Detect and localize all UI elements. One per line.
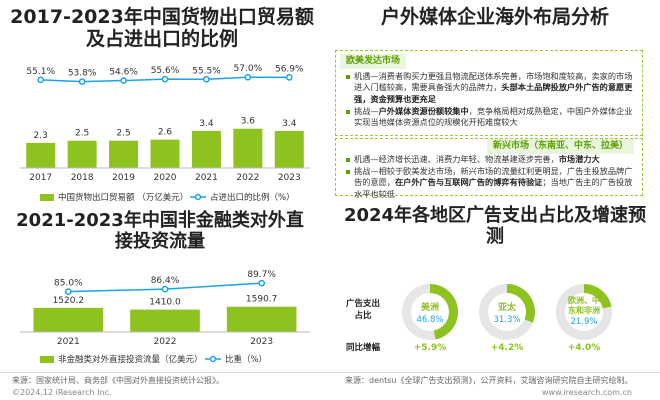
donut-hole [566,294,602,330]
europe-item: 挑战—户外媒体资源份额较集中，竞争格局相对成熟稳定，中国户外媒体企业实现当地媒体… [346,106,634,129]
donut-hole [489,294,525,330]
pie-row-label-growth: 同比增幅 [346,342,381,353]
export-line-point [78,78,86,86]
export-line-point [120,77,127,84]
export-line-point [37,76,45,84]
ofdi-line-point [64,288,72,295]
ofdi-x-tick: 2022 [154,337,177,347]
ofdi-line-point [258,279,266,287]
export-legend-swatch-bar [40,194,54,201]
donut-region-label: 亚太 [498,301,517,313]
chart3-title: 2024年各地区广告支出占比及增速预测 [343,205,647,248]
donut-share-label: 21.9% [570,317,597,327]
export-legend-bar: 中国货物出口贸易额 （万亿美元） [58,192,188,203]
export-bar-label: 2.5 [116,129,130,139]
donut-growth-label: +4.2% [491,343,524,353]
ofdi-line-point [161,285,169,293]
europe-item: 机遇—消费者购买力更强且物流配送体系完善，市场饱和度较高，卖家的市场进入门槛较高… [346,71,634,106]
ofdi-bar [226,306,297,332]
europe-market-list: 机遇—消费者购买力更强且物流配送体系完善，市场饱和度较高，卖家的市场进入门槛较高… [336,69,642,129]
website: www.iresearch.com.cn [542,388,632,397]
export-line-label: 56.9% [275,64,304,74]
emerging-market-box: 新兴市场（东南亚、中东、拉美） 机遇—经济增长迅速、消费力年轻、物流基建逐步完善… [335,138,643,199]
ofdi-line-label: 86.4% [151,276,180,286]
chart1-title: 2017-2023年中国货物出口贸易额及占进出口的比例 [10,6,314,51]
source-note-right: 来源：dentsu《全球广告支出预测》，公开资料，艾瑞咨询研究院自主研究绘制。 [345,376,633,385]
export-x-tick: 2021 [195,173,218,183]
export-line-label: 57.0% [234,64,263,74]
export-legend-swatch-point [194,193,202,201]
ofdi-legend-line: 比重（%） [225,354,267,365]
ofdi-x-tick: 2021 [57,337,80,347]
emerging-market-head: 新兴市场（东南亚、中东、拉美） [486,139,634,154]
export-line-label: 55.6% [151,66,180,76]
copyright: ©2024.12 iResearch Inc. [12,388,112,397]
export-line-label: 53.8% [68,69,97,79]
export-line-label: 55.5% [192,66,221,76]
ofdi-legend-bar: 非金融类对外直接投资流量（亿美元） [58,354,203,365]
export-bar-label: 2.5 [75,129,89,139]
export-line-label: 55.1% [26,67,55,77]
donut-share-label: 31.3% [493,315,520,325]
ofdi-bar [33,307,104,332]
pie-row-label-share-2: 占比 [354,310,372,321]
export-x-tick: 2023 [278,173,301,183]
export-bar-label: 3.6 [241,117,256,127]
ofdi-line-label: 89.7% [247,270,276,280]
export-bar [26,142,56,168]
emerging-item: 机遇—经济增长迅速、消费力年轻、物流基建逐步完善，市场潜力大 [346,154,634,166]
donut-slice [507,284,535,323]
export-x-tick: 2022 [236,173,259,183]
export-legend-line: 占进出口的比例（%） [210,192,295,203]
ofdi-legend-swatch-point [209,355,217,363]
donut-share-label: 46.8% [416,315,443,325]
emerging-market-list: 机遇—经济增长迅速、消费力年轻、物流基建逐步完善，市场潜力大 挑战—相较于欧美发达… [336,139,642,201]
ofdi-bar-label: 1590.7 [246,295,278,305]
source-note-left: 来源：国家统计局、商务部《中国对外直接投资统计公报》。 [12,376,224,385]
donut-hole [412,294,448,330]
export-bar [233,128,263,168]
donut-growth-label: +4.0% [568,343,601,353]
export-bar-label: 2.6 [158,128,173,138]
ofdi-legend-swatch-bar [40,356,54,363]
emerging-item: 挑战—相较于欧美发达市场，新兴市场的流量红利更明显，广告主投放品牌广告的意愿，在… [346,166,634,201]
export-bar [150,139,180,168]
ofdi-x-tick: 2023 [250,337,273,347]
export-line-point [161,75,169,83]
export-bar [109,140,139,168]
export-bar-label: 2.3 [34,131,48,141]
donut-region-label: 美洲 [421,301,439,313]
export-line-point [244,73,252,81]
export-bar-label: 3.4 [282,119,297,129]
donut-region-label: 欧洲、中 [568,295,600,305]
export-line-label: 54.6% [109,68,138,78]
ofdi-bar-label: 1520.2 [53,296,85,306]
donut-slice [430,284,459,340]
export-line-point [203,75,210,83]
export-bar [274,130,304,168]
export-line-point [285,73,293,81]
donut-slice [584,284,612,309]
export-bar [191,130,221,168]
export-x-tick: 2020 [154,173,177,183]
panel-title: 户外媒体企业海外布局分析 [380,6,609,28]
pie-row-label-share: 广告支出 [346,298,380,309]
footer-divider [0,372,660,373]
donut-growth-label: +5.9% [414,343,447,353]
export-bar-label: 3.4 [199,119,214,129]
ofdi-line-label: 85.0% [54,279,83,289]
export-x-tick: 2018 [71,173,94,183]
export-x-tick: 2017 [29,173,52,183]
ofdi-bar-label: 1410.0 [149,298,181,308]
export-bar [67,140,97,168]
europe-market-head: 欧美发达市场 [340,54,407,69]
donut-region-label-2: 东和非洲 [568,305,600,315]
chart2-title: 2021-2023年中国非金融类对外直接投资流量 [16,210,304,253]
export-x-tick: 2019 [112,173,135,183]
ofdi-bar [130,309,200,332]
europe-market-box: 欧美发达市场 机遇—消费者购买力更强且物流配送体系完善，市场饱和度较高，卖家的市… [335,50,643,136]
